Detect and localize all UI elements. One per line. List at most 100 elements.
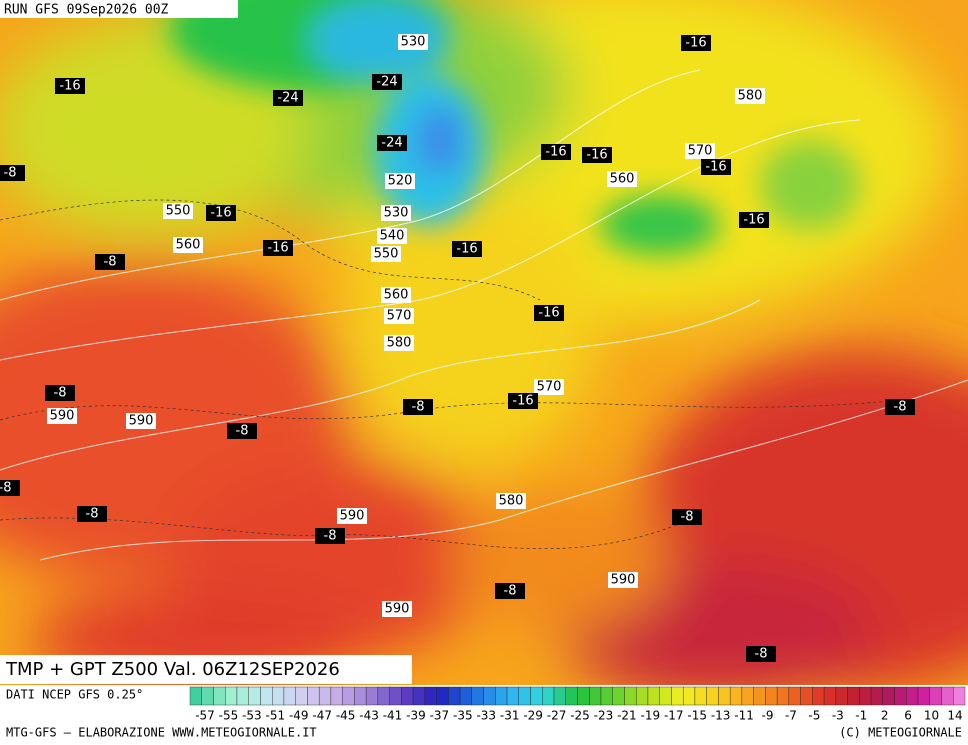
temp-label: -8	[236, 424, 249, 439]
temp-label: -16	[685, 36, 706, 51]
height-label-box	[607, 171, 637, 187]
scale-swatch	[412, 686, 426, 706]
scale-swatch	[342, 686, 355, 706]
scale-swatch	[201, 686, 214, 706]
scale-swatch	[189, 686, 202, 706]
height-label-box	[47, 408, 77, 424]
scale-label: 14	[947, 709, 962, 723]
height-label: 590	[50, 409, 75, 424]
height-label-box	[126, 413, 156, 429]
scale-swatch	[295, 686, 308, 706]
temp-label: -16	[538, 306, 559, 321]
temp-label-box	[0, 165, 25, 181]
scale-label: -41	[383, 709, 403, 723]
credit-label: MTG-GFS – ELABORAZIONE WWW.METEOGIORNALE…	[6, 726, 317, 740]
temp-label: -8	[755, 647, 768, 662]
scale-swatch	[953, 686, 966, 706]
temp-label: -16	[59, 79, 80, 94]
scale-label: -33	[476, 709, 496, 723]
scale-swatch	[788, 686, 801, 706]
scale-swatch	[636, 686, 649, 706]
height-label: 570	[387, 309, 412, 324]
scale-swatch	[917, 686, 930, 706]
scale-swatch	[847, 686, 860, 706]
temp-label-box	[681, 35, 711, 51]
scale-label: -3	[832, 709, 844, 723]
scale-swatch	[694, 686, 707, 706]
temp-label-box	[95, 254, 125, 270]
scale-label: -1	[855, 709, 867, 723]
scale-label: -35	[453, 709, 473, 723]
temp-label: -16	[586, 148, 607, 163]
height-label-box	[382, 601, 412, 617]
color-scale: -57 -55 -53 -51 -49 -47 -45 -43 -41 -39 -37 -35 -33-…	[189, 686, 966, 723]
scale-swatch	[401, 686, 414, 706]
height-label: 550	[166, 204, 191, 219]
scale-swatch	[330, 686, 343, 706]
scale-label: -57	[195, 709, 215, 723]
scale-swatch	[600, 686, 613, 706]
source-label: DATI NCEP GFS 0.25°	[6, 688, 143, 702]
scale-swatch	[436, 686, 449, 706]
scale-swatch	[659, 686, 672, 706]
scale-swatch	[682, 686, 696, 706]
scale-swatch	[870, 686, 884, 706]
height-label-box	[377, 228, 407, 244]
height-label-box	[173, 237, 203, 253]
scale-swatch	[671, 686, 684, 706]
title-box	[0, 655, 412, 684]
contour-labels: 530 520 530 540 550 550 560 560 570 580 580 570 560 5…	[0, 34, 915, 662]
run-box	[0, 0, 238, 18]
scale-swatch	[260, 686, 273, 706]
height-label: 570	[537, 380, 562, 395]
height-label-box	[381, 287, 411, 303]
temp-label-box	[495, 583, 525, 599]
scale-swatch	[823, 686, 837, 706]
scale-swatch	[365, 686, 379, 706]
scale-swatch	[553, 686, 566, 706]
scale-label: 6	[904, 709, 912, 723]
height-label-box	[385, 173, 415, 189]
scale-swatch	[741, 686, 754, 706]
scale-swatch	[424, 686, 437, 706]
scale-swatch	[941, 686, 954, 706]
scale-swatch	[459, 686, 473, 706]
temp-label-box	[315, 528, 345, 544]
height-label: 550	[374, 247, 399, 262]
height-label: 560	[176, 238, 201, 253]
height-label: 560	[384, 288, 409, 303]
scale-label: -39	[406, 709, 426, 723]
height-label: 590	[129, 414, 154, 429]
temp-label: -8	[894, 400, 907, 415]
scale-swatch	[835, 686, 848, 706]
height-label-box	[496, 493, 526, 509]
temp-label-box	[885, 399, 915, 415]
scale-swatch	[530, 686, 543, 706]
height-label-box	[384, 308, 414, 324]
scale-label: 2	[881, 709, 889, 723]
scale-label: -43	[359, 709, 379, 723]
scale-swatch	[471, 686, 484, 706]
scale-swatch	[882, 686, 895, 706]
scale-swatch	[448, 686, 461, 706]
height-label-box	[398, 34, 428, 50]
scale-swatch	[929, 686, 942, 706]
scale-swatch	[812, 686, 825, 706]
scale-label: -37	[430, 709, 450, 723]
temp-label: -8	[412, 400, 425, 415]
height-label: 580	[499, 494, 524, 509]
height-label-box	[381, 205, 411, 221]
temp-label: -8	[681, 510, 694, 525]
scale-swatch	[565, 686, 578, 706]
height-label-box	[337, 508, 367, 524]
temp-label-box	[452, 241, 482, 257]
scale-label: 10	[924, 709, 939, 723]
scale-swatch	[859, 686, 872, 706]
temp-label: -24	[277, 91, 298, 106]
scale-swatch	[718, 686, 731, 706]
scale-swatch	[248, 686, 261, 706]
height-label: 570	[688, 144, 713, 159]
scale-label: -13	[711, 709, 731, 723]
height-label: 590	[611, 573, 636, 588]
height-label: 530	[384, 206, 409, 221]
